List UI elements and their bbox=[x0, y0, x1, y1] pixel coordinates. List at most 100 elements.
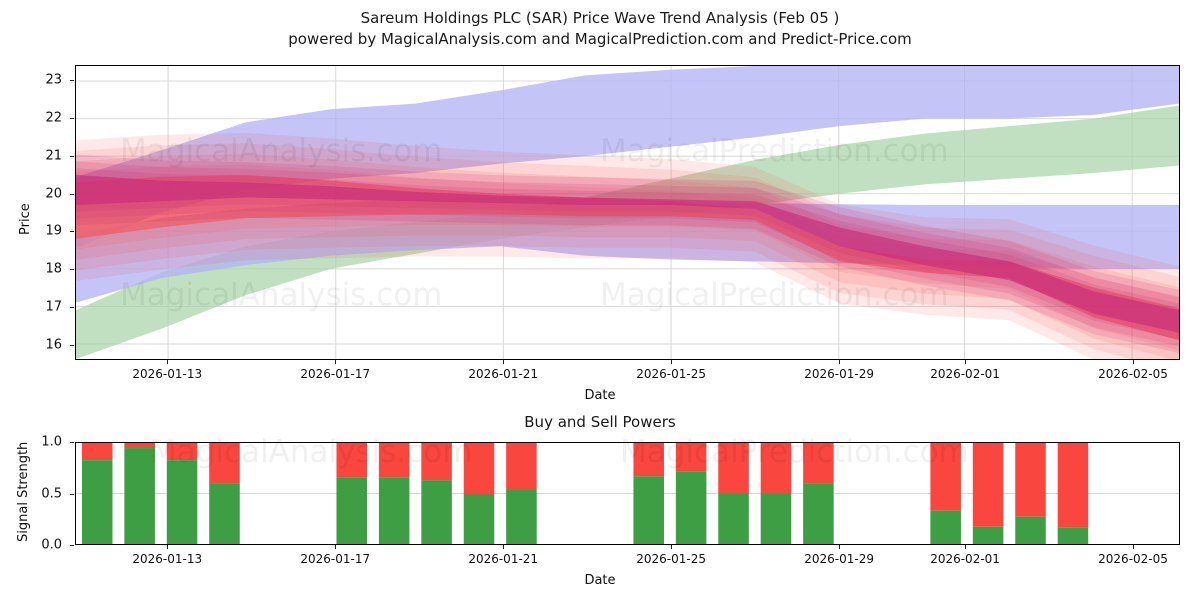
price-xtick-mark bbox=[1133, 360, 1135, 364]
price-ytick-mark bbox=[70, 344, 74, 346]
powers-ytick-label: 0.5 bbox=[41, 486, 62, 501]
price-y-axis-title: Price bbox=[18, 202, 33, 235]
price-xtick-mark bbox=[671, 360, 673, 364]
buy-power-bar bbox=[463, 494, 495, 544]
sell-power-bar bbox=[336, 443, 368, 478]
buy-power-bar bbox=[506, 489, 537, 544]
price-xtick-mark bbox=[965, 360, 967, 364]
buy-power-bar bbox=[378, 477, 410, 544]
powers-xtick-mark bbox=[503, 545, 505, 549]
sell-power-bar bbox=[378, 443, 410, 478]
powers-xtick-mark bbox=[335, 545, 337, 549]
price-ytick-label: 19 bbox=[45, 223, 62, 239]
price-xtick-label: 2026-01-13 bbox=[132, 367, 203, 381]
powers-x-axis-title: Date bbox=[584, 573, 616, 588]
powers-xtick-mark bbox=[839, 545, 841, 549]
powers-y-axis-title: Signal Strength bbox=[16, 441, 31, 542]
sell-power-bar bbox=[803, 443, 834, 484]
price-ytick-label: 21 bbox=[45, 148, 62, 164]
sell-power-bar bbox=[675, 443, 707, 472]
price-ytick-label: 16 bbox=[45, 337, 62, 353]
sell-power-bar bbox=[124, 443, 155, 449]
price-ytick-mark bbox=[70, 80, 74, 82]
powers-xtick-label: 2026-01-17 bbox=[300, 552, 371, 566]
sell-power-bar bbox=[166, 443, 198, 461]
price-ytick-mark bbox=[70, 117, 74, 119]
powers-xtick-mark bbox=[671, 545, 673, 549]
powers-xtick-label: 2026-02-05 bbox=[1098, 552, 1168, 566]
sell-power-bar bbox=[209, 443, 240, 484]
sell-power-bar bbox=[81, 443, 113, 461]
powers-ytick-label: 1.0 bbox=[41, 434, 62, 450]
powers-xtick-label: 2026-01-29 bbox=[804, 552, 874, 566]
sell-power-bar bbox=[421, 443, 452, 481]
buy-power-bar bbox=[1015, 516, 1046, 544]
buy-sell-bars bbox=[76, 443, 1179, 544]
price-ytick-label: 22 bbox=[45, 110, 62, 126]
powers-xtick-mark bbox=[167, 545, 169, 549]
magenta-halo-2 bbox=[76, 161, 1179, 347]
buy-power-bar bbox=[81, 460, 113, 544]
powers-xtick-mark bbox=[965, 545, 967, 549]
powers-chart-plot-area bbox=[75, 442, 1180, 545]
sell-power-bar bbox=[1015, 443, 1046, 517]
powers-ytick-mark bbox=[70, 493, 74, 495]
price-ytick-mark bbox=[70, 231, 74, 233]
powers-ytick-mark bbox=[70, 442, 74, 443]
title-line-2: powered by MagicalAnalysis.com and Magic… bbox=[288, 30, 912, 48]
buy-power-bar bbox=[803, 483, 834, 544]
price-ytick-label: 20 bbox=[45, 186, 62, 202]
page-title: Sareum Holdings PLC (SAR) Price Wave Tre… bbox=[0, 8, 1200, 50]
price-xtick-mark bbox=[839, 360, 841, 364]
sell-power-bar bbox=[506, 443, 537, 490]
price-xtick-mark bbox=[167, 360, 169, 364]
sell-power-bar bbox=[463, 443, 495, 495]
price-ytick-mark bbox=[70, 193, 74, 195]
buy-power-bar bbox=[421, 480, 452, 544]
price-ytick-label: 17 bbox=[45, 299, 62, 315]
price-xtick-mark bbox=[503, 360, 505, 364]
price-xtick-label: 2026-01-25 bbox=[636, 367, 707, 381]
price-xtick-label: 2026-01-29 bbox=[804, 367, 874, 381]
buy-power-bar bbox=[336, 477, 368, 544]
powers-xtick-mark bbox=[1133, 545, 1135, 549]
sell-power-bar bbox=[718, 443, 749, 494]
buy-power-bar bbox=[760, 493, 792, 544]
powers-chart-title: Buy and Sell Powers bbox=[524, 413, 676, 431]
buy-power-bar bbox=[633, 476, 664, 544]
sell-power-bar bbox=[930, 443, 961, 511]
sell-power-bar bbox=[760, 443, 792, 494]
price-ytick-label: 23 bbox=[45, 72, 62, 88]
powers-xtick-label: 2026-01-25 bbox=[636, 552, 707, 566]
powers-ytick-label: 0.0 bbox=[41, 537, 62, 553]
upper-blue-band bbox=[76, 66, 1179, 249]
buy-power-bar bbox=[166, 460, 198, 544]
price-xtick-label: 2026-02-05 bbox=[1098, 367, 1168, 381]
price-xtick-label: 2026-02-01 bbox=[930, 367, 1000, 381]
buy-power-bar bbox=[675, 471, 707, 544]
price-ytick-label: 18 bbox=[45, 261, 62, 277]
powers-xtick-label: 2026-01-21 bbox=[468, 552, 539, 566]
price-ytick-mark bbox=[70, 155, 74, 157]
sell-power-bar bbox=[1057, 443, 1089, 528]
price-chart-plot-area bbox=[75, 65, 1180, 360]
buy-power-bar bbox=[124, 448, 155, 544]
price-x-axis-title: Date bbox=[584, 388, 616, 403]
magenta-halo-3 bbox=[76, 154, 1179, 353]
green-band bbox=[76, 105, 1179, 359]
magenta-wave-core bbox=[76, 174, 1179, 333]
buy-power-bar bbox=[209, 483, 240, 544]
buy-power-bar bbox=[1057, 527, 1089, 544]
price-ytick-mark bbox=[70, 269, 74, 271]
powers-xtick-label: 2026-01-13 bbox=[132, 552, 203, 566]
price-ytick-mark bbox=[70, 307, 74, 309]
price-xtick-label: 2026-01-17 bbox=[300, 367, 371, 381]
sell-power-bar bbox=[972, 443, 1004, 527]
powers-xtick-label: 2026-02-01 bbox=[930, 552, 1000, 566]
buy-power-bar bbox=[972, 526, 1004, 544]
sell-power-bar bbox=[633, 443, 664, 477]
lower-blue-band bbox=[76, 197, 1179, 303]
price-wave-bands bbox=[76, 66, 1179, 359]
price-xtick-mark bbox=[335, 360, 337, 364]
